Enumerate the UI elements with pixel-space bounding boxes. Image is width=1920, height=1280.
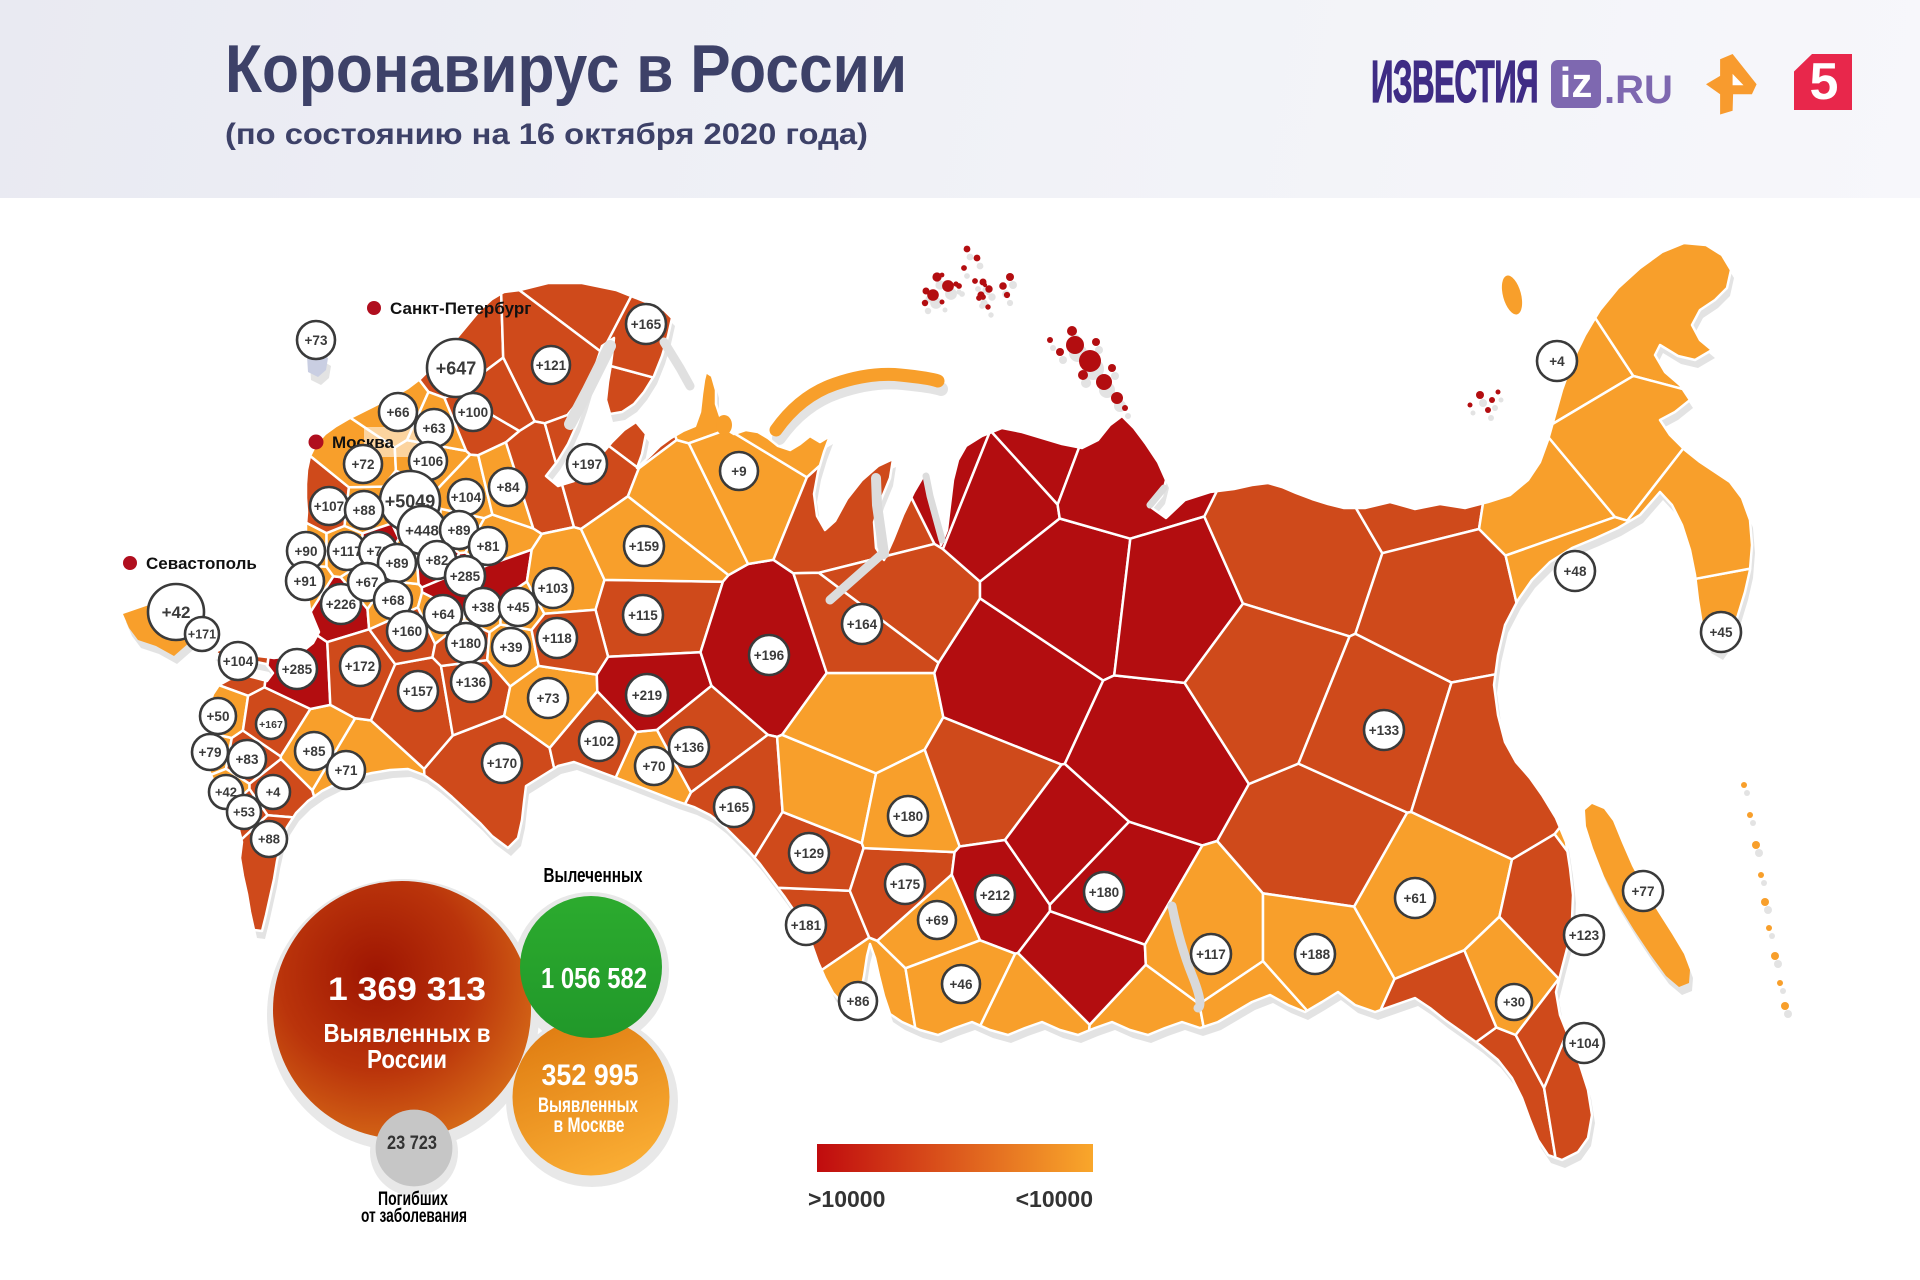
svg-text:+9: +9 [731, 464, 746, 479]
svg-text:+180: +180 [893, 809, 923, 824]
svg-text:+82: +82 [426, 553, 449, 568]
svg-text:+38: +38 [472, 600, 495, 615]
svg-text:+63: +63 [423, 421, 446, 436]
svg-text:+159: +159 [629, 539, 659, 554]
svg-text:+4: +4 [266, 785, 282, 800]
svg-text:+45: +45 [507, 600, 530, 615]
svg-text:+175: +175 [890, 877, 921, 892]
svg-text:+164: +164 [847, 617, 878, 632]
svg-text:+181: +181 [791, 918, 822, 933]
svg-text:+71: +71 [335, 763, 358, 778]
svg-text:+89: +89 [448, 523, 471, 538]
svg-text:+70: +70 [643, 759, 666, 774]
svg-text:+160: +160 [392, 624, 422, 639]
svg-text:+285: +285 [450, 569, 481, 584]
svg-text:+89: +89 [386, 556, 409, 571]
svg-text:+50: +50 [207, 709, 230, 724]
svg-text:+647: +647 [436, 358, 477, 378]
svg-text:+90: +90 [295, 544, 318, 559]
svg-text:+100: +100 [458, 405, 488, 420]
svg-text:+106: +106 [413, 454, 444, 469]
svg-text:+48: +48 [1564, 564, 1587, 579]
svg-text:+123: +123 [1569, 928, 1600, 943]
svg-text:+39: +39 [500, 640, 523, 655]
svg-text:+196: +196 [754, 648, 785, 663]
svg-text:Москва: Москва [332, 433, 395, 452]
svg-text:+157: +157 [403, 684, 433, 699]
svg-text:от заболевания: от заболевания [361, 1206, 467, 1227]
svg-text:+73: +73 [537, 691, 560, 706]
svg-text:+45: +45 [1710, 625, 1733, 640]
svg-text:+172: +172 [345, 659, 375, 674]
svg-text:+165: +165 [719, 800, 750, 815]
svg-text:+67: +67 [356, 575, 379, 590]
svg-text:+61: +61 [1404, 891, 1427, 906]
svg-text:+121: +121 [536, 358, 567, 373]
svg-text:+133: +133 [1369, 723, 1400, 738]
svg-text:России: России [367, 1044, 447, 1074]
svg-text:+79: +79 [199, 745, 222, 760]
svg-text:+86: +86 [847, 994, 870, 1009]
svg-text:+115: +115 [628, 608, 658, 623]
svg-text:+117: +117 [332, 544, 362, 559]
svg-text:+91: +91 [294, 574, 317, 589]
svg-text:в Москве: в Москве [554, 1114, 625, 1137]
svg-text:+165: +165 [631, 317, 662, 332]
svg-text:Севастополь: Севастополь [146, 554, 257, 573]
svg-text:+226: +226 [326, 597, 357, 612]
svg-text:+104: +104 [451, 490, 482, 505]
svg-text:+73: +73 [305, 333, 328, 348]
svg-text:+104: +104 [1569, 1036, 1600, 1051]
svg-text:+167: +167 [259, 719, 283, 731]
svg-text:+188: +188 [1300, 947, 1331, 962]
svg-text:+212: +212 [980, 888, 1010, 903]
svg-text:+180: +180 [1089, 885, 1119, 900]
svg-text:Выявленных: Выявленных [538, 1094, 638, 1117]
svg-text:+170: +170 [487, 756, 517, 771]
svg-text:+88: +88 [353, 503, 376, 518]
svg-text:+68: +68 [382, 593, 405, 608]
svg-text:+219: +219 [632, 688, 662, 703]
svg-text:+83: +83 [236, 752, 259, 767]
svg-text:+285: +285 [282, 662, 313, 677]
svg-text:+180: +180 [451, 636, 481, 651]
svg-text:Выявленных в: Выявленных в [324, 1018, 491, 1048]
svg-text:+69: +69 [926, 913, 949, 928]
svg-text:+88: +88 [258, 832, 280, 847]
svg-text:1 056 582: 1 056 582 [541, 963, 647, 995]
svg-text:+103: +103 [538, 581, 569, 596]
svg-text:+72: +72 [352, 457, 375, 472]
svg-text:+102: +102 [584, 734, 614, 749]
svg-text:+30: +30 [1503, 995, 1525, 1010]
svg-text:+46: +46 [950, 977, 973, 992]
svg-text:+84: +84 [497, 480, 520, 495]
svg-text:+77: +77 [1632, 884, 1655, 899]
svg-text:+118: +118 [542, 631, 572, 646]
svg-text:+85: +85 [303, 744, 326, 759]
svg-text:+136: +136 [456, 675, 487, 690]
svg-text:23 723: 23 723 [387, 1133, 437, 1154]
svg-text:352 995: 352 995 [542, 1059, 639, 1092]
svg-text:+66: +66 [387, 405, 410, 420]
svg-text:+171: +171 [188, 628, 216, 642]
svg-text:Погибших: Погибших [378, 1189, 448, 1210]
svg-text:+81: +81 [477, 539, 500, 554]
svg-text:+42: +42 [215, 785, 237, 800]
svg-text:Вылеченных: Вылеченных [544, 865, 643, 887]
svg-text:+136: +136 [674, 740, 705, 755]
svg-text:+107: +107 [314, 499, 344, 514]
svg-text:+197: +197 [572, 457, 602, 472]
svg-text:+53: +53 [233, 805, 255, 820]
svg-text:5: 5 [1810, 54, 1839, 110]
svg-text:+448: +448 [405, 522, 439, 539]
svg-text:Санкт-Петербург: Санкт-Петербург [390, 299, 531, 318]
svg-text:+42: +42 [162, 603, 191, 622]
svg-text:1 369 313: 1 369 313 [328, 971, 486, 1007]
svg-text:+129: +129 [794, 846, 824, 861]
svg-text:+117: +117 [1196, 947, 1226, 962]
svg-text:+4: +4 [1549, 354, 1565, 369]
svg-text:+64: +64 [432, 607, 455, 622]
svg-text:+104: +104 [223, 654, 254, 669]
